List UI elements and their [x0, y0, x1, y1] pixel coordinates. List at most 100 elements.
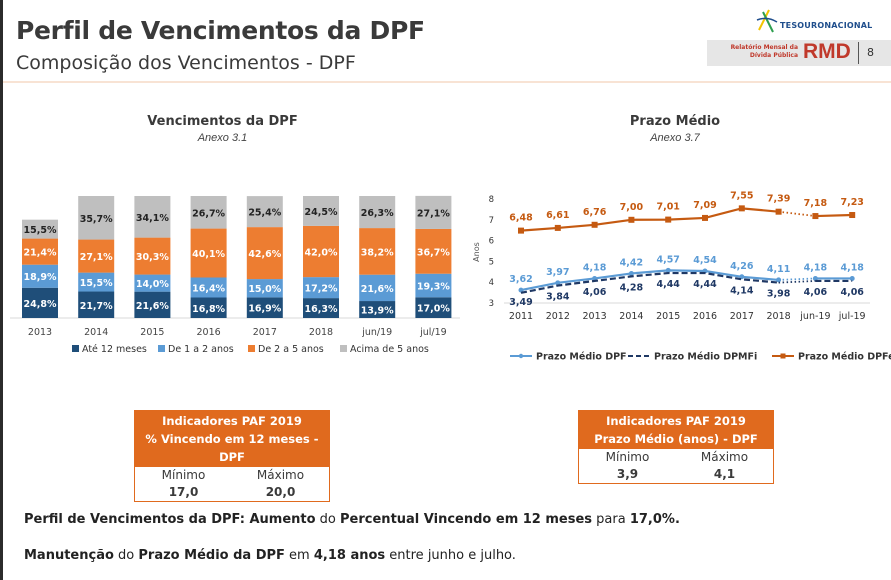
x-tick-label: 2011: [509, 311, 533, 322]
data-label: 7,39: [767, 194, 790, 205]
data-label: 4,06: [840, 287, 864, 298]
x-tick-label: 2016: [197, 327, 221, 338]
bar-segment: [415, 297, 452, 318]
data-label: 14,0%: [136, 279, 169, 290]
x-tick-label: jun/19: [361, 327, 392, 338]
data-label: 18,9%: [24, 272, 57, 283]
data-point: [775, 208, 782, 215]
page-number: 8: [867, 46, 874, 59]
bar-chart-subtitle: Anexo 3.1: [197, 132, 248, 144]
bar-segment: [359, 274, 396, 302]
legend-marker: [780, 353, 786, 359]
legend-swatch: [158, 345, 165, 352]
data-label: 4,18: [583, 262, 607, 273]
bar-segment: [359, 196, 396, 229]
line-chart-title: Prazo Médio: [629, 114, 721, 129]
summary-fragment: em: [284, 548, 314, 563]
series-line: [520, 271, 779, 294]
data-point: [812, 275, 818, 281]
legend-swatch: [340, 345, 347, 352]
data-label: 4,06: [583, 287, 607, 298]
bar-segment: [359, 228, 396, 275]
paf-box-heading: Indicadores PAF 2019: [162, 414, 302, 428]
y-tick-label: 4: [489, 278, 494, 288]
summary-fragment: Perfil de Vencimentos da DPF:: [24, 512, 250, 527]
data-label: 34,1%: [136, 213, 169, 224]
data-label: 7,18: [804, 198, 828, 209]
page-subtitle: Composição dos Vencimentos - DPF: [16, 52, 356, 74]
data-label: 4,14: [730, 285, 754, 296]
data-label: 15,5%: [24, 225, 57, 236]
bar-segment: [415, 273, 452, 298]
bar-segment: [246, 279, 283, 298]
data-label: 7,01: [656, 202, 679, 213]
data-label: 7,09: [693, 200, 716, 211]
bar-segment: [303, 196, 339, 226]
min-value: 17,0: [168, 485, 199, 499]
bar-segment: [303, 298, 339, 318]
data-label: 42,0%: [305, 248, 338, 259]
data-label: 21,6%: [136, 301, 169, 312]
x-tick-label: 2013: [583, 311, 607, 322]
x-tick-label: 2015: [140, 327, 164, 338]
summary-fragment: 17,0%.: [629, 512, 680, 527]
summary-fragment: Manutenção: [24, 548, 114, 563]
paf-box-vincendo: Indicadores PAF 2019 % Vincendo em 12 me…: [134, 410, 330, 502]
x-tick-label: 2017: [730, 311, 754, 322]
data-label: 3,98: [767, 289, 791, 300]
data-label: 16,8%: [192, 304, 225, 315]
paf-box-heading: Indicadores PAF 2019: [606, 414, 746, 428]
left-border: [0, 0, 3, 580]
data-label: 7,55: [730, 190, 753, 201]
max-label: Máximo: [700, 450, 749, 464]
data-label: 21,4%: [24, 248, 57, 259]
legend-marker: [518, 353, 524, 359]
data-label: 7,23: [840, 197, 863, 208]
data-label: 21,7%: [80, 301, 113, 312]
data-label: 30,3%: [136, 252, 169, 263]
legend-label: Prazo Médio DPMFi: [654, 352, 757, 363]
data-label: 13,9%: [361, 306, 394, 317]
bar-segment: [190, 297, 227, 318]
bar-segment: [78, 196, 115, 240]
paf-box-subheading: Prazo Médio (anos) - DPF: [594, 432, 758, 446]
banner-separator: [858, 42, 859, 64]
bar-segment: [22, 238, 58, 265]
bar-segment: [359, 301, 396, 318]
data-label: 6,48: [509, 213, 533, 224]
summary-fragment: do: [113, 548, 139, 563]
data-label: 4,18: [840, 262, 864, 273]
x-tick-label: 2013: [28, 327, 52, 338]
legend-label: Até 12 meses: [82, 344, 147, 355]
series-line: [520, 207, 779, 232]
data-label: 3,97: [546, 267, 569, 278]
paf-box-subheading: % Vincendo em 12 meses - DPF: [145, 432, 319, 464]
header-divider: [3, 81, 891, 83]
data-label: 7,00: [620, 202, 644, 213]
bar-segment: [190, 228, 227, 278]
bar-segment: [22, 219, 58, 239]
summary-fragment: Prazo Médio da DPF: [138, 548, 285, 563]
data-label: 21,6%: [361, 284, 394, 295]
summary-line-2: Manutenção do Prazo Médio da DPF em 4,18…: [24, 548, 516, 563]
legend-label: Prazo Médio DPFe: [798, 352, 891, 363]
legend-swatch: [72, 345, 79, 352]
data-point: [849, 212, 856, 219]
summary-fragment: do: [315, 512, 341, 527]
bar-segment: [190, 277, 227, 298]
bar-segment: [415, 228, 452, 274]
summary-fragment: Percentual Vincendo em 12 meses: [340, 512, 593, 527]
x-tick-label: 2017: [253, 327, 277, 338]
data-label: 40,1%: [192, 249, 225, 260]
data-label: 4,44: [693, 279, 717, 290]
x-tick-label: 2018: [309, 327, 333, 338]
x-tick-label: jun-19: [799, 311, 830, 322]
y-tick-label: 3: [489, 299, 494, 309]
data-label: 38,2%: [361, 247, 394, 258]
bar-segment: [303, 277, 339, 299]
data-label: 6,61: [546, 210, 569, 221]
x-tick-label: 2012: [546, 311, 570, 322]
x-tick-label: 2014: [619, 311, 643, 322]
x-tick-label: 2016: [693, 311, 717, 322]
y-tick-label: 8: [489, 195, 494, 205]
